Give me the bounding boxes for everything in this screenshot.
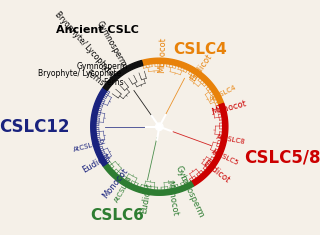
Polygon shape bbox=[191, 103, 228, 186]
Text: Gymnosperm: Gymnosperm bbox=[77, 62, 128, 71]
Text: Monocot: Monocot bbox=[211, 99, 248, 117]
Text: CSLC4: CSLC4 bbox=[173, 43, 227, 57]
Text: Bryophyte/ Lycophyte: Bryophyte/ Lycophyte bbox=[38, 69, 121, 78]
Text: Ferns: Ferns bbox=[103, 78, 124, 87]
Text: Gymnosperm: Gymnosperm bbox=[174, 165, 206, 220]
Text: Ferns: Ferns bbox=[84, 69, 106, 88]
Text: Eudicot: Eudicot bbox=[201, 158, 231, 184]
Text: Monocot: Monocot bbox=[164, 179, 180, 216]
Text: Eudicot: Eudicot bbox=[81, 151, 113, 175]
Text: AtCSLC4: AtCSLC4 bbox=[209, 85, 238, 103]
Text: AtCSLC8: AtCSLC8 bbox=[215, 134, 245, 145]
Text: Bryophyte/ Lycophyte: Bryophyte/ Lycophyte bbox=[53, 10, 116, 78]
Text: Monocot: Monocot bbox=[157, 36, 167, 73]
Text: CSLC12: CSLC12 bbox=[0, 118, 69, 136]
Polygon shape bbox=[103, 163, 194, 195]
Polygon shape bbox=[103, 60, 143, 90]
Text: Monocot: Monocot bbox=[100, 167, 129, 200]
Polygon shape bbox=[91, 87, 108, 166]
Text: Ancient CSLC: Ancient CSLC bbox=[56, 25, 139, 35]
Circle shape bbox=[156, 123, 163, 130]
Text: AtCSLC12: AtCSLC12 bbox=[72, 138, 107, 153]
Text: CSLC5/8: CSLC5/8 bbox=[244, 149, 320, 166]
Text: CSLC6: CSLC6 bbox=[90, 208, 144, 223]
Text: AtCSLC5: AtCSLC5 bbox=[210, 148, 239, 166]
Text: Eudicot: Eudicot bbox=[140, 182, 154, 214]
Text: Gymnosperm: Gymnosperm bbox=[95, 20, 128, 68]
Polygon shape bbox=[141, 58, 224, 105]
Text: AtCSLC6: AtCSLC6 bbox=[113, 175, 133, 204]
Text: Eudicot: Eudicot bbox=[188, 52, 213, 83]
